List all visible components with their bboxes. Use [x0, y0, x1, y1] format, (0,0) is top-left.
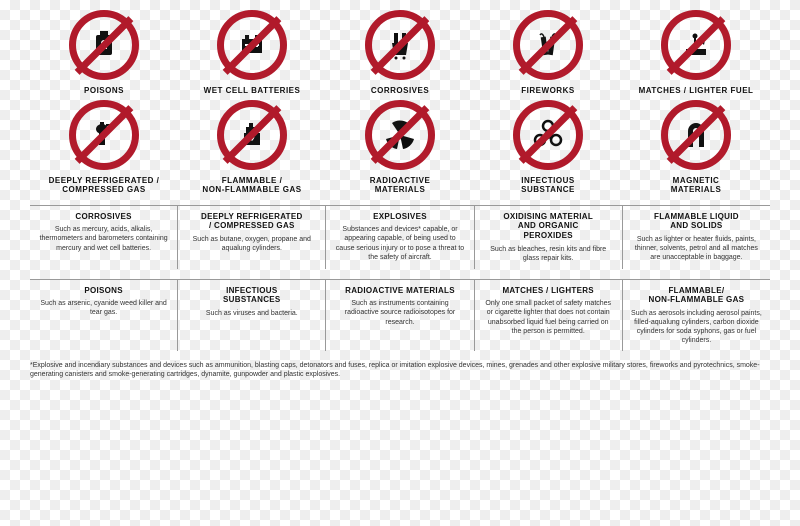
- text-cell-flammable-liquid: FLAMMABLE LIQUID AND SOLIDS Such as ligh…: [623, 206, 770, 269]
- icon-cell-batteries: WET CELL BATTERIES: [178, 10, 326, 96]
- infectious-icon: [513, 100, 583, 170]
- icon-cell-poisons: POISONS: [30, 10, 178, 96]
- icon-label: INFECTIOUS SUBSTANCE: [521, 176, 575, 195]
- text-row-2: POISONS Such as arsenic, cyanide weed ki…: [30, 279, 770, 352]
- text-cell-corrosives: CORROSIVES Such as mercury, acids, alkal…: [30, 206, 178, 269]
- text-cell-matches: MATCHES / LIGHTERS Only one small packet…: [475, 280, 623, 352]
- text-body: Such as bleaches, resin kits and fibre g…: [483, 245, 614, 263]
- text-body: Such as aerosols including aerosol paint…: [631, 309, 762, 345]
- text-body: Such as instruments containing radioacti…: [334, 299, 465, 326]
- text-cell-flammable-gas: FLAMMABLE/ NON-FLAMMABLE GAS Such as aer…: [623, 280, 770, 352]
- icon-cell-infectious: INFECTIOUS SUBSTANCE: [474, 100, 622, 195]
- text-title: INFECTIOUS SUBSTANCES: [186, 286, 317, 305]
- text-title: RADIOACTIVE MATERIALS: [334, 286, 465, 296]
- text-title: MATCHES / LIGHTERS: [483, 286, 614, 296]
- text-title: CORROSIVES: [38, 212, 169, 222]
- text-title: DEEPLY REFRIGERATED / COMPRESSED GAS: [186, 212, 317, 231]
- fireworks-icon: [513, 10, 583, 80]
- poisons-icon: [69, 10, 139, 80]
- icon-label: MAGNETIC MATERIALS: [671, 176, 722, 195]
- text-cell-oxidising: OXIDISING MATERIAL AND ORGANIC PEROXIDES…: [475, 206, 623, 269]
- text-cell-infectious: INFECTIOUS SUBSTANCES Such as viruses an…: [178, 280, 326, 352]
- icon-label: CORROSIVES: [371, 86, 429, 96]
- radioactive-icon: [365, 100, 435, 170]
- text-cell-radioactive: RADIOACTIVE MATERIALS Such as instrument…: [326, 280, 474, 352]
- text-body: Only one small packet of safety matches …: [483, 299, 614, 335]
- icon-label: RADIOACTIVE MATERIALS: [370, 176, 431, 195]
- icon-row-2: DEEPLY REFRIGERATED / COMPRESSED GAS FLA…: [30, 100, 770, 195]
- icon-label: FIREWORKS: [521, 86, 574, 96]
- icon-cell-compressed-gas: DEEPLY REFRIGERATED / COMPRESSED GAS: [30, 100, 178, 195]
- icon-label: WET CELL BATTERIES: [204, 86, 301, 96]
- text-title: POISONS: [38, 286, 169, 296]
- text-body: Such as butane, oxygen, propane and aqua…: [186, 235, 317, 253]
- magnetic-icon: [661, 100, 731, 170]
- text-title: FLAMMABLE LIQUID AND SOLIDS: [631, 212, 762, 231]
- icon-cell-radioactive: RADIOACTIVE MATERIALS: [326, 100, 474, 195]
- icon-label: DEEPLY REFRIGERATED / COMPRESSED GAS: [49, 176, 160, 195]
- matches-lighter-fuel-icon: [661, 10, 731, 80]
- text-cell-explosives: EXPLOSIVES Substances and devices* capab…: [326, 206, 474, 269]
- icon-cell-corrosives: CORROSIVES: [326, 10, 474, 96]
- icon-cell-flammable-gas: FLAMMABLE / NON-FLAMMABLE GAS: [178, 100, 326, 195]
- text-body: Such as viruses and bacteria.: [186, 309, 317, 318]
- compressed-gas-icon: [69, 100, 139, 170]
- icon-row-1: POISONS WET CELL BATTERIES CORROSIVES FI…: [30, 10, 770, 96]
- icon-label: FLAMMABLE / NON-FLAMMABLE GAS: [202, 176, 301, 195]
- text-title: EXPLOSIVES: [334, 212, 465, 222]
- wet-cell-batteries-icon: [217, 10, 287, 80]
- icon-cell-magnetic: MAGNETIC MATERIALS: [622, 100, 770, 195]
- icon-cell-fireworks: FIREWORKS: [474, 10, 622, 96]
- footnote: *Explosive and incendiary substances and…: [30, 361, 770, 379]
- text-cell-poisons: POISONS Such as arsenic, cyanide weed ki…: [30, 280, 178, 352]
- text-body: Such as mercury, acids, alkalis, thermom…: [38, 225, 169, 252]
- icon-label: POISONS: [84, 86, 124, 96]
- text-title: FLAMMABLE/ NON-FLAMMABLE GAS: [631, 286, 762, 305]
- text-row-1: CORROSIVES Such as mercury, acids, alkal…: [30, 205, 770, 269]
- corrosives-icon: [365, 10, 435, 80]
- text-title: OXIDISING MATERIAL AND ORGANIC PEROXIDES: [483, 212, 614, 241]
- flammable-gas-icon: [217, 100, 287, 170]
- text-body: Substances and devices* capable, or appe…: [334, 225, 465, 261]
- text-body: Such as lighter or heater fluids, paints…: [631, 235, 762, 262]
- text-cell-compressed-gas: DEEPLY REFRIGERATED / COMPRESSED GAS Suc…: [178, 206, 326, 269]
- icon-label: MATCHES / LIGHTER FUEL: [639, 86, 754, 96]
- text-body: Such as arsenic, cyanide weed killer and…: [38, 299, 169, 317]
- icon-cell-matches: MATCHES / LIGHTER FUEL: [622, 10, 770, 96]
